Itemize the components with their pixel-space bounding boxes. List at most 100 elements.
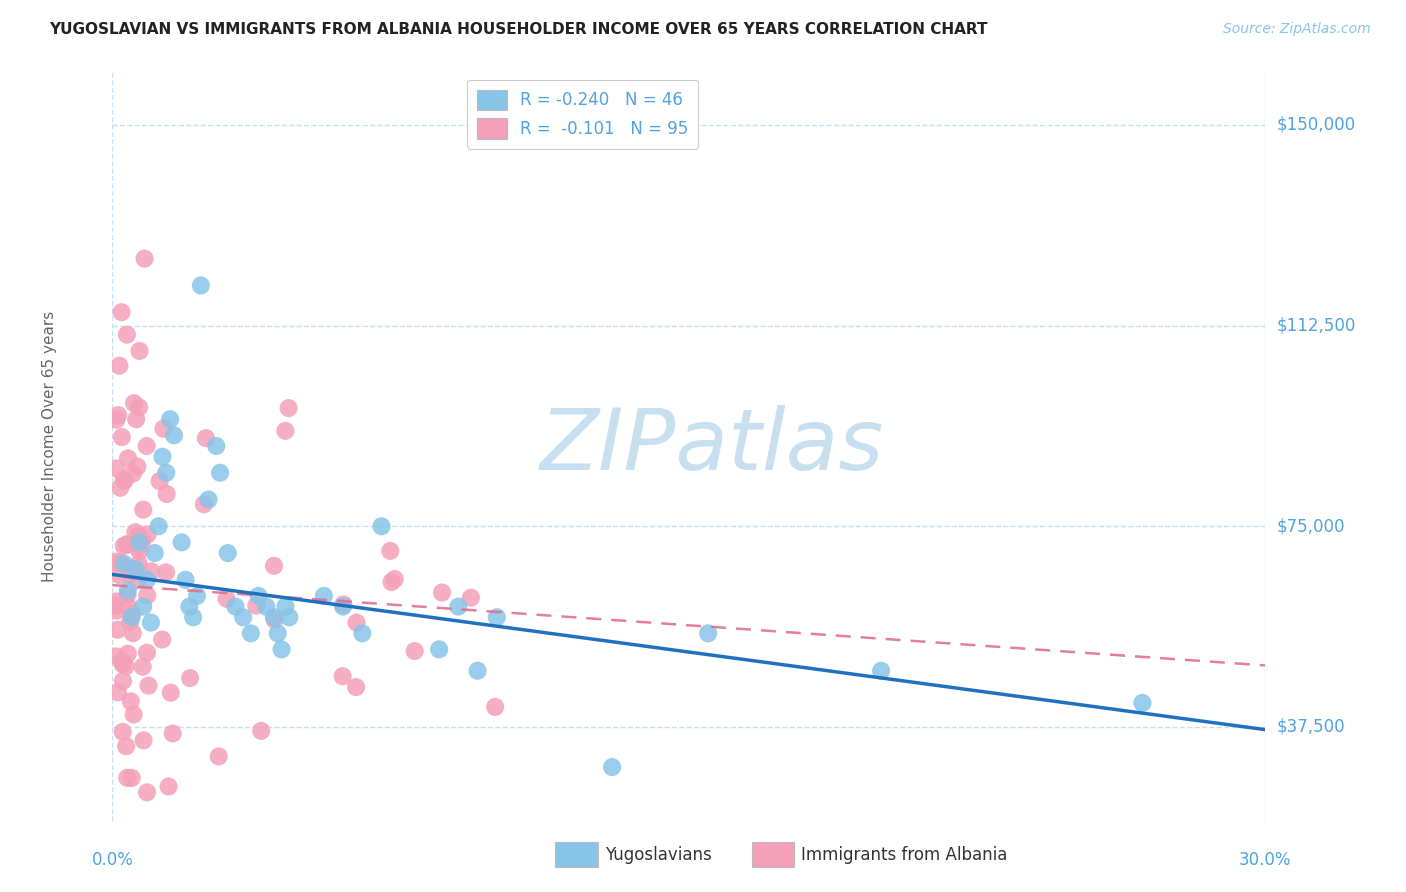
Point	[157, 780, 180, 794]
Point	[460, 591, 482, 605]
Point	[112, 473, 135, 487]
Point	[159, 412, 181, 426]
Point	[136, 785, 159, 799]
Point	[1132, 696, 1154, 710]
Point	[267, 626, 290, 640]
Point	[332, 598, 354, 612]
Point	[274, 599, 297, 614]
Point	[117, 647, 139, 661]
Point	[136, 573, 159, 587]
Point	[148, 519, 170, 533]
Point	[136, 589, 159, 603]
Text: 0.0%: 0.0%	[91, 851, 134, 869]
Point	[278, 610, 301, 624]
Point	[484, 699, 506, 714]
Point	[181, 610, 204, 624]
Point	[155, 566, 177, 580]
Point	[148, 474, 170, 488]
Point	[120, 562, 142, 576]
Point	[117, 771, 139, 785]
Point	[132, 599, 155, 614]
Point	[384, 572, 406, 586]
Point	[277, 401, 299, 416]
Point	[124, 562, 146, 576]
Point	[143, 546, 166, 560]
Point	[128, 529, 150, 543]
Point	[245, 599, 267, 613]
Text: $150,000: $150,000	[1277, 116, 1355, 134]
Point	[163, 428, 186, 442]
Point	[117, 583, 139, 598]
Point	[263, 558, 285, 573]
Point	[124, 525, 146, 540]
Text: $37,500: $37,500	[1277, 718, 1346, 736]
Text: ZIPatlas: ZIPatlas	[540, 404, 884, 488]
Point	[141, 564, 163, 578]
Point	[125, 412, 148, 426]
Point	[254, 599, 277, 614]
Point	[117, 599, 139, 613]
Point	[110, 481, 132, 495]
Legend: R = -0.240   N = 46, R =  -0.101   N = 95: R = -0.240 N = 46, R = -0.101 N = 95	[467, 79, 699, 149]
Point	[128, 343, 150, 358]
Point	[352, 626, 374, 640]
Point	[179, 671, 201, 685]
Point	[170, 535, 193, 549]
Point	[127, 573, 149, 587]
Point	[111, 673, 134, 688]
Point	[128, 401, 150, 415]
Point	[215, 591, 238, 606]
Point	[127, 459, 149, 474]
Point	[344, 680, 367, 694]
Text: Householder Income Over 65 years: Householder Income Over 65 years	[42, 310, 56, 582]
Point	[128, 535, 150, 549]
Point	[108, 568, 131, 582]
Point	[136, 646, 159, 660]
Point	[404, 644, 426, 658]
Point	[467, 664, 489, 678]
Point	[115, 537, 138, 551]
Point	[332, 599, 354, 614]
Text: Yugoslavians: Yugoslavians	[605, 846, 711, 863]
Point	[263, 610, 285, 624]
Point	[131, 660, 153, 674]
Point	[870, 664, 893, 678]
Point	[121, 771, 143, 785]
Point	[174, 573, 197, 587]
Point	[152, 421, 174, 435]
Point	[110, 305, 132, 319]
Text: YUGOSLAVIAN VS IMMIGRANTS FROM ALBANIA HOUSEHOLDER INCOME OVER 65 YEARS CORRELAT: YUGOSLAVIAN VS IMMIGRANTS FROM ALBANIA H…	[49, 22, 987, 37]
Point	[270, 642, 292, 657]
Point	[208, 749, 231, 764]
Point	[111, 724, 134, 739]
Text: Immigrants from Albania: Immigrants from Albania	[801, 846, 1008, 863]
Point	[122, 707, 145, 722]
Point	[135, 439, 157, 453]
Point	[155, 466, 177, 480]
Point	[224, 599, 246, 614]
Point	[380, 544, 402, 558]
Point	[138, 679, 160, 693]
Point	[312, 589, 335, 603]
Point	[346, 615, 368, 630]
Point	[179, 599, 201, 614]
Point	[105, 599, 128, 613]
Point	[105, 594, 128, 608]
Point	[697, 626, 720, 640]
Point	[132, 733, 155, 747]
Point	[108, 556, 131, 570]
Point	[427, 642, 450, 657]
Point	[134, 252, 156, 266]
Point	[193, 497, 215, 511]
Point	[447, 599, 470, 614]
Point	[263, 613, 285, 627]
Point	[105, 413, 128, 427]
Point	[111, 430, 134, 444]
Text: 30.0%: 30.0%	[1239, 851, 1292, 869]
Point	[105, 604, 128, 618]
Point	[115, 659, 138, 673]
Point	[194, 431, 217, 445]
Point	[105, 555, 128, 569]
Point	[117, 537, 139, 551]
Point	[108, 359, 131, 373]
